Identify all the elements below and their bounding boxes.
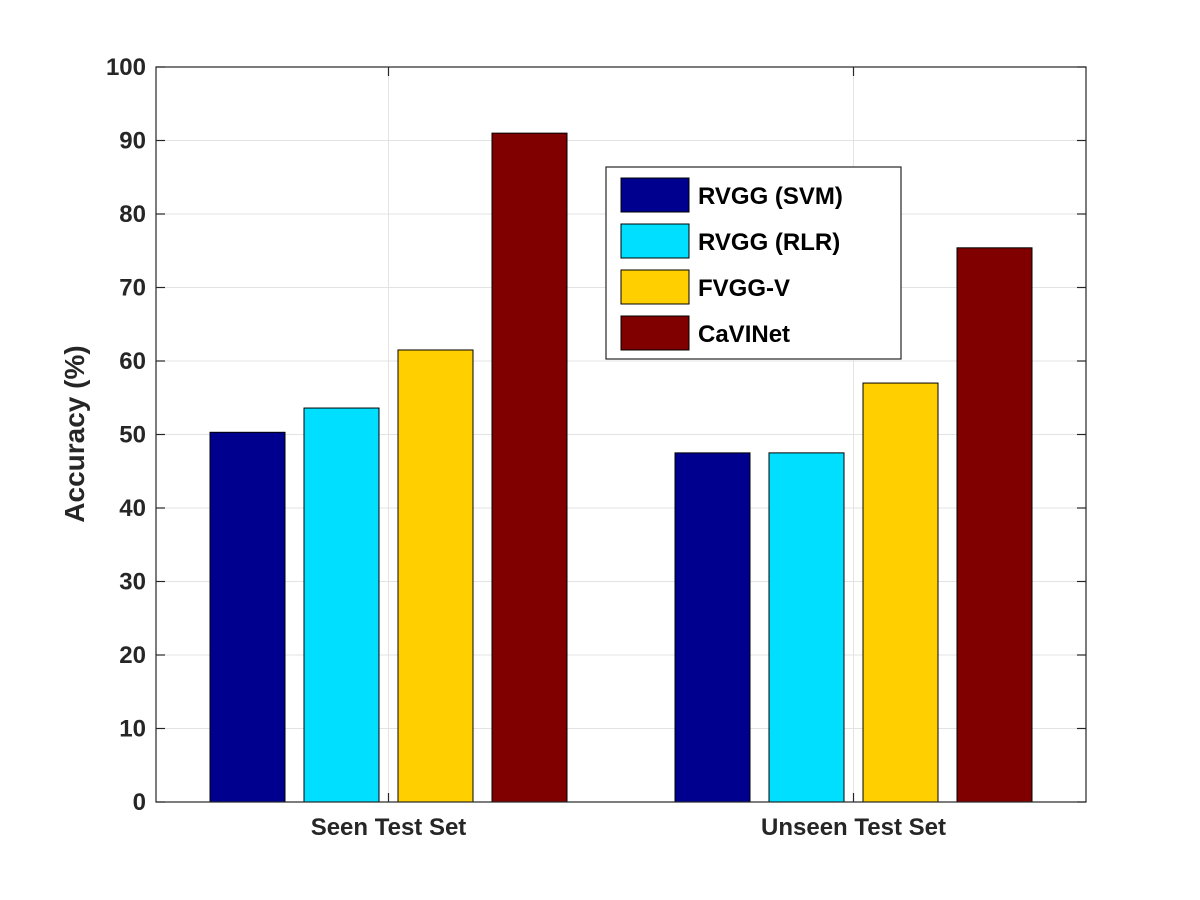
y-tick-label: 0 [133,789,146,816]
legend-swatch [620,223,690,259]
y-tick-label: 70 [119,275,146,302]
x-tick-label: Seen Test Set [311,814,467,841]
bar-cavinet [491,132,568,803]
legend-swatch [620,269,690,305]
y-axis-label: Accuracy (%) [59,345,90,522]
x-tick-label: Unseen Test Set [761,814,946,841]
y-tick-labels: 0 10 20 30 40 50 60 70 80 90 100 [106,54,146,816]
legend-label: RVGG (SVM) [698,183,843,210]
y-tick-label: 30 [119,569,146,596]
legend-label: RVGG (RLR) [698,229,840,256]
bar-fvgg-v [397,349,474,803]
bar-rvgg-svm [674,452,751,803]
bar-cavinet [956,247,1033,803]
y-tick-label: 40 [119,495,146,522]
y-tick-label: 60 [119,348,146,375]
y-tick-label: 20 [119,642,146,669]
y-tick-label: 50 [119,422,146,449]
y-tick-label: 10 [119,716,146,743]
bar-rvgg-rlr [768,452,845,803]
legend-label: CaVINet [698,321,790,348]
legend-swatch [620,315,690,351]
legend-label: FVGG-V [698,275,790,302]
y-tick-label: 80 [119,201,146,228]
bar-rvgg-svm [209,431,286,803]
bar-rvgg-rlr [303,407,380,803]
x-tick-labels: Seen Test Set Unseen Test Set [311,814,946,841]
legend: RVGG (SVM) RVGG (RLR) FVGG-V CaVINet [605,166,902,360]
legend-swatch [620,177,690,213]
axis-ticks [156,66,1086,803]
bar-fvgg-v [862,382,939,803]
bars-group [209,132,1033,803]
y-tick-label: 90 [119,128,146,155]
y-tick-label: 100 [106,54,146,81]
